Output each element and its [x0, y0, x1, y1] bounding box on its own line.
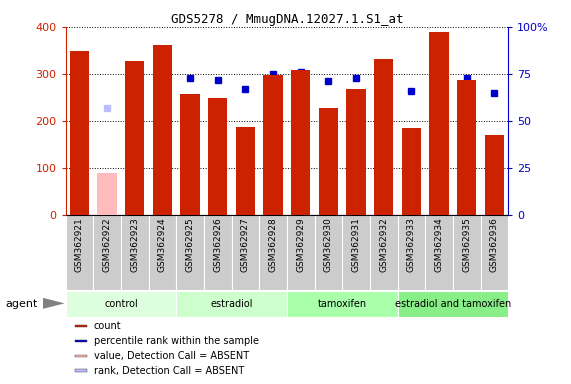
Bar: [66, 215, 93, 290]
Text: percentile rank within the sample: percentile rank within the sample: [94, 336, 259, 346]
Text: value, Detection Call = ABSENT: value, Detection Call = ABSENT: [94, 351, 248, 361]
Bar: [259, 215, 287, 290]
Text: rank, Detection Call = ABSENT: rank, Detection Call = ABSENT: [94, 366, 244, 376]
Text: GSM362935: GSM362935: [462, 217, 471, 272]
Text: GSM362936: GSM362936: [490, 217, 499, 272]
Text: GSM362930: GSM362930: [324, 217, 333, 272]
Bar: [370, 215, 397, 290]
Bar: [148, 215, 176, 290]
Text: tamoxifen: tamoxifen: [317, 299, 367, 309]
Bar: [453, 215, 481, 290]
Bar: [457, 79, 476, 215]
Text: GSM362931: GSM362931: [352, 217, 360, 272]
Bar: [397, 291, 508, 317]
Bar: [204, 215, 232, 290]
Text: count: count: [94, 321, 121, 331]
Text: GSM362922: GSM362922: [103, 217, 112, 272]
Text: GSM362929: GSM362929: [296, 217, 305, 272]
Bar: [397, 215, 425, 290]
Bar: [176, 215, 204, 290]
Bar: [315, 215, 342, 290]
Bar: [287, 291, 397, 317]
Bar: [236, 127, 255, 215]
Bar: [74, 340, 87, 342]
Text: agent: agent: [6, 299, 38, 309]
Title: GDS5278 / MmugDNA.12027.1.S1_at: GDS5278 / MmugDNA.12027.1.S1_at: [171, 13, 403, 26]
Bar: [153, 45, 172, 215]
Text: GSM362928: GSM362928: [268, 217, 278, 272]
Bar: [263, 75, 283, 215]
Bar: [429, 31, 449, 215]
Bar: [208, 98, 227, 215]
Polygon shape: [43, 298, 65, 309]
Bar: [342, 215, 370, 290]
Bar: [347, 89, 366, 215]
Bar: [93, 215, 121, 290]
Bar: [425, 215, 453, 290]
Bar: [74, 354, 87, 357]
Text: GSM362926: GSM362926: [214, 217, 222, 272]
Bar: [180, 94, 200, 215]
Bar: [176, 291, 287, 317]
Bar: [287, 215, 315, 290]
Bar: [74, 325, 87, 327]
Bar: [98, 173, 117, 215]
Bar: [125, 61, 144, 215]
Bar: [66, 291, 176, 317]
Bar: [319, 108, 338, 215]
Bar: [74, 369, 87, 372]
Text: GSM362932: GSM362932: [379, 217, 388, 272]
Bar: [232, 215, 259, 290]
Bar: [481, 215, 508, 290]
Text: GSM362924: GSM362924: [158, 217, 167, 272]
Text: estradiol: estradiol: [210, 299, 253, 309]
Bar: [402, 128, 421, 215]
Text: GSM362925: GSM362925: [186, 217, 195, 272]
Bar: [485, 135, 504, 215]
Text: GSM362934: GSM362934: [435, 217, 444, 272]
Bar: [374, 59, 393, 215]
Text: GSM362933: GSM362933: [407, 217, 416, 272]
Text: GSM362921: GSM362921: [75, 217, 84, 272]
Bar: [291, 70, 311, 215]
Bar: [121, 215, 148, 290]
Bar: [70, 51, 89, 215]
Text: GSM362927: GSM362927: [241, 217, 250, 272]
Text: control: control: [104, 299, 138, 309]
Text: GSM362923: GSM362923: [130, 217, 139, 272]
Text: estradiol and tamoxifen: estradiol and tamoxifen: [395, 299, 511, 309]
